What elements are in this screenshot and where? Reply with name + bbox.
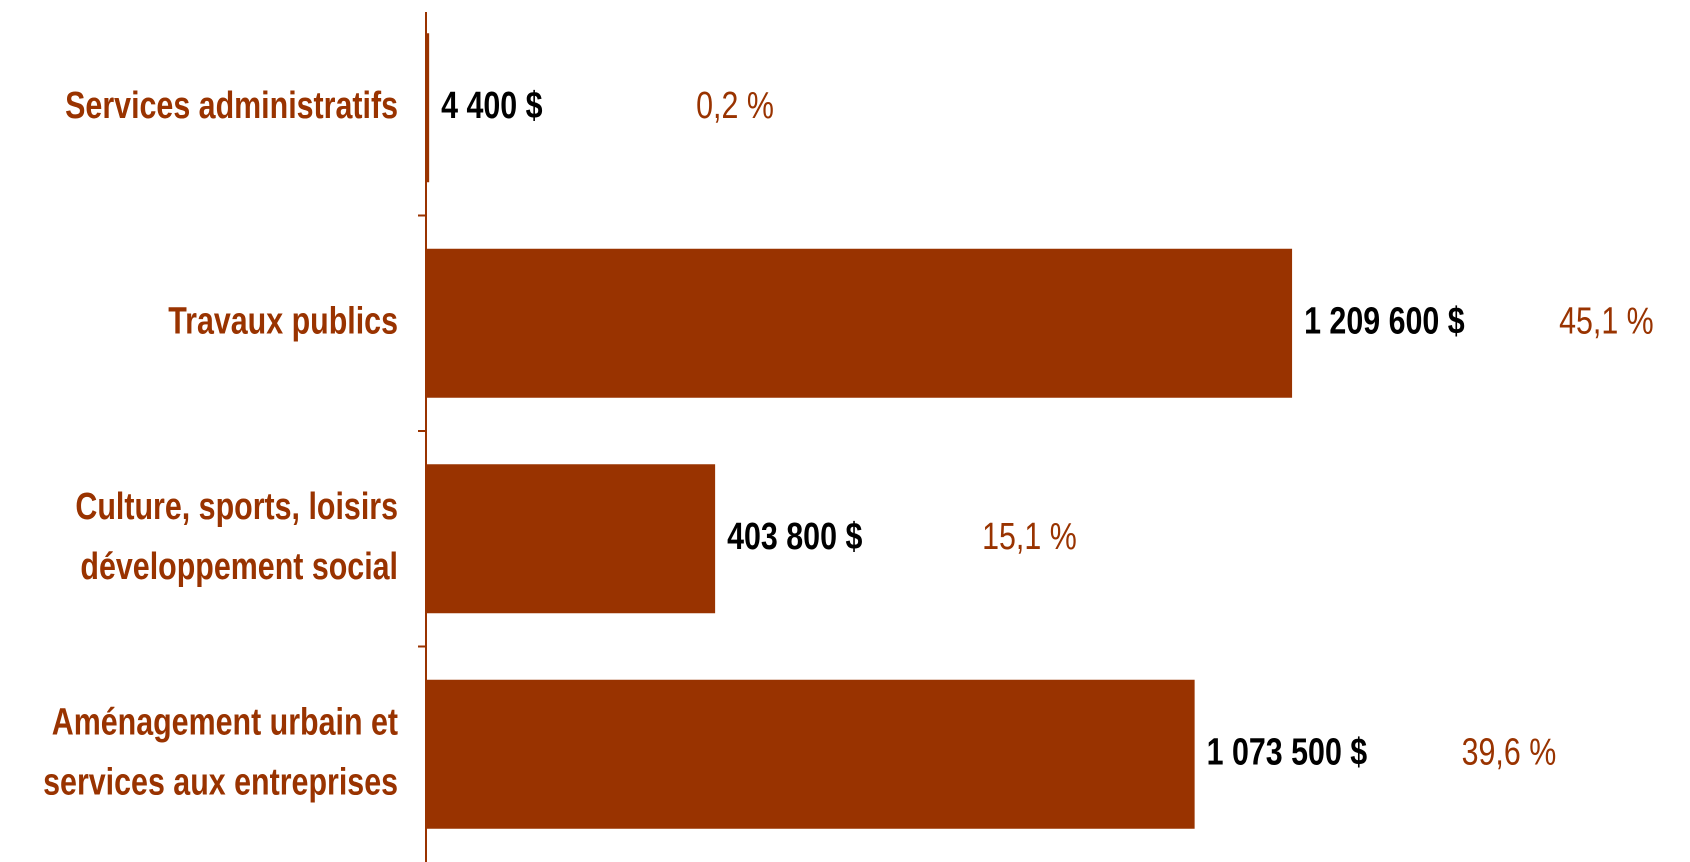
value-label: 403 800 $ [727, 516, 862, 558]
bar [426, 679, 1195, 829]
bar [426, 464, 716, 614]
category-label: développement social [80, 546, 398, 588]
category-label: Services administratifs [65, 85, 398, 127]
bar [426, 33, 430, 183]
percentage-label: 39,6 % [1462, 731, 1557, 773]
percentage-label: 15,1 % [982, 516, 1077, 558]
value-label: 1 073 500 $ [1207, 731, 1368, 773]
percentage-label: 0,2 % [696, 85, 774, 127]
category-label: Travaux publics [168, 300, 398, 342]
value-label: 4 400 $ [441, 85, 542, 127]
value-label: 1 209 600 $ [1304, 300, 1465, 342]
percentage-label: 45,1 % [1559, 300, 1654, 342]
category-label: services aux entreprises [43, 761, 398, 803]
category-label: Aménagement urbain et [52, 701, 399, 743]
category-label: Culture, sports, loisirs [75, 486, 398, 528]
bar [426, 248, 1293, 398]
